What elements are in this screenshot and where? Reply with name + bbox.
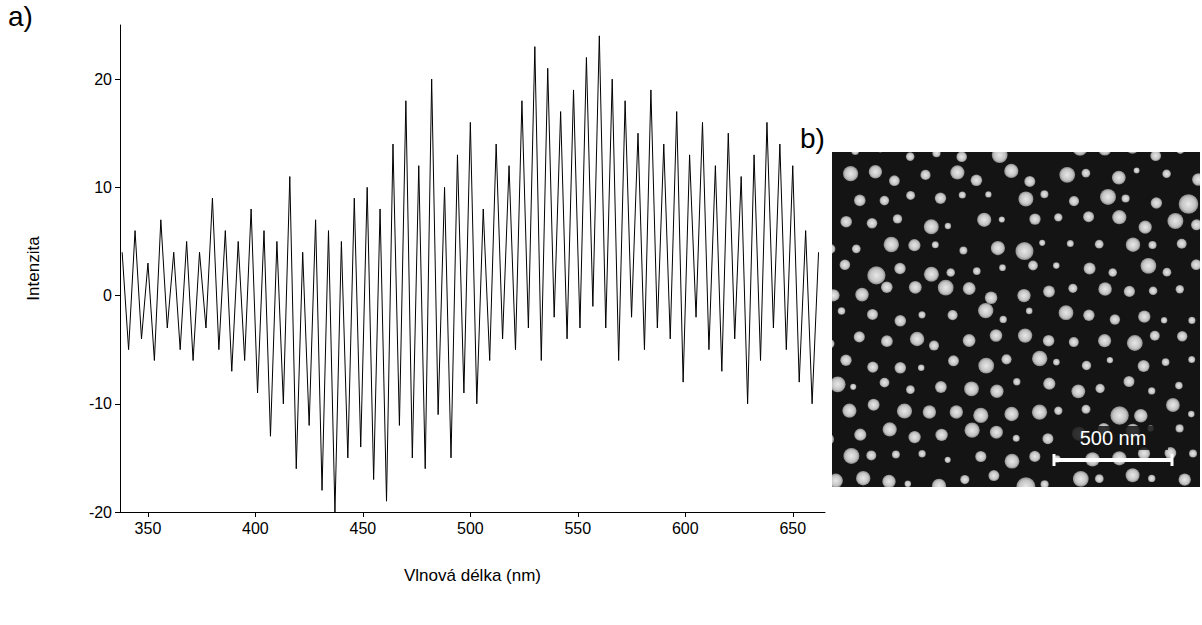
svg-text:Vlnová délka (nm): Vlnová délka (nm): [404, 566, 541, 585]
html-text:b): b): [800, 123, 825, 154]
svg-text:-20: -20: [89, 504, 112, 521]
svg-text:350: 350: [135, 520, 162, 537]
html-text:a): a): [8, 1, 33, 32]
svg-text:650: 650: [779, 520, 806, 537]
svg-text:Intenzita: Intenzita: [24, 236, 43, 301]
svg-text:450: 450: [350, 520, 377, 537]
svg-text:-10: -10: [89, 395, 112, 412]
svg-text:500: 500: [457, 520, 484, 537]
svg-text:550: 550: [564, 520, 591, 537]
svg-text:500 nm: 500 nm: [1080, 427, 1147, 449]
svg-text:400: 400: [242, 520, 269, 537]
svg-text:20: 20: [94, 71, 112, 88]
svg-text:600: 600: [672, 520, 699, 537]
svg-text:10: 10: [94, 179, 112, 196]
svg-text:0: 0: [103, 287, 112, 304]
